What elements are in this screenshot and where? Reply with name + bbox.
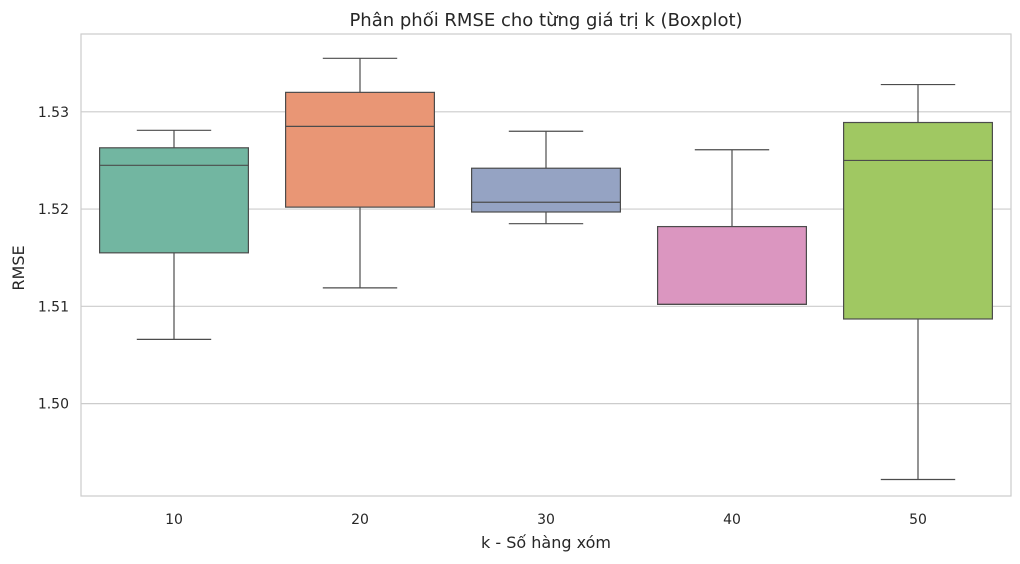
box-group-10 <box>98 129 250 341</box>
box-group-50 <box>842 83 993 481</box>
y-tick-label: 1.50 <box>38 397 69 413</box>
plot-frame <box>80 33 1012 497</box>
x-tick-label: 30 <box>537 512 555 528</box>
x-axis-label: k - Số hàng xóm <box>481 533 611 552</box>
box <box>285 91 436 208</box>
x-tick-label: 40 <box>723 512 741 528</box>
box-group-40 <box>656 149 807 305</box>
box-group-20 <box>285 57 436 289</box>
box <box>471 167 622 213</box>
x-tick-labels: 10 20 30 40 50 <box>165 512 927 528</box>
box <box>842 121 993 320</box>
y-tick-label: 1.51 <box>38 299 69 315</box>
boxes <box>98 57 993 481</box>
x-tick-label: 20 <box>351 512 369 528</box>
y-tick-label: 1.52 <box>38 202 69 218</box>
y-tick-labels: 1.50 1.51 1.52 1.53 <box>38 105 69 413</box>
box <box>656 225 807 305</box>
x-tick-label: 50 <box>909 512 927 528</box>
box <box>98 147 250 254</box>
box-group-30 <box>471 130 622 225</box>
chart-title: Phân phối RMSE cho từng giá trị k (Boxpl… <box>349 10 742 31</box>
x-tick-label: 10 <box>165 512 183 528</box>
y-tick-label: 1.53 <box>38 105 69 121</box>
y-axis-label: RMSE <box>9 245 28 290</box>
